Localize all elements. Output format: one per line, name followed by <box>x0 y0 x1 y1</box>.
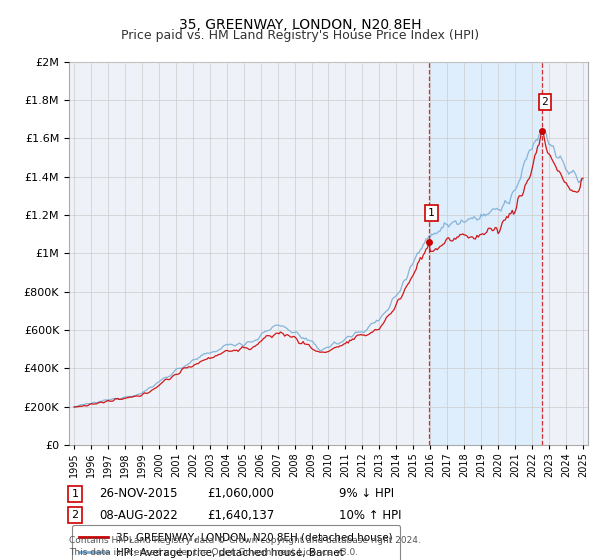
Text: Contains HM Land Registry data © Crown copyright and database right 2024.
This d: Contains HM Land Registry data © Crown c… <box>69 536 421 557</box>
Text: 9% ↓ HPI: 9% ↓ HPI <box>339 487 394 501</box>
Text: 2: 2 <box>541 97 548 107</box>
Text: 2: 2 <box>71 510 79 520</box>
Text: 26-NOV-2015: 26-NOV-2015 <box>99 487 178 501</box>
Bar <box>429 62 542 445</box>
Text: 10% ↑ HPI: 10% ↑ HPI <box>339 508 401 522</box>
Text: 08-AUG-2022: 08-AUG-2022 <box>99 508 178 522</box>
Text: £1,060,000: £1,060,000 <box>207 487 274 501</box>
Text: 35, GREENWAY, LONDON, N20 8EH: 35, GREENWAY, LONDON, N20 8EH <box>179 18 421 32</box>
Text: £1,640,137: £1,640,137 <box>207 508 274 522</box>
Text: 1: 1 <box>71 489 79 499</box>
Legend: 35, GREENWAY, LONDON, N20 8EH (detached house), HPI: Average price, detached hou: 35, GREENWAY, LONDON, N20 8EH (detached … <box>71 525 400 560</box>
Text: Price paid vs. HM Land Registry's House Price Index (HPI): Price paid vs. HM Land Registry's House … <box>121 29 479 42</box>
Text: 1: 1 <box>428 208 435 218</box>
